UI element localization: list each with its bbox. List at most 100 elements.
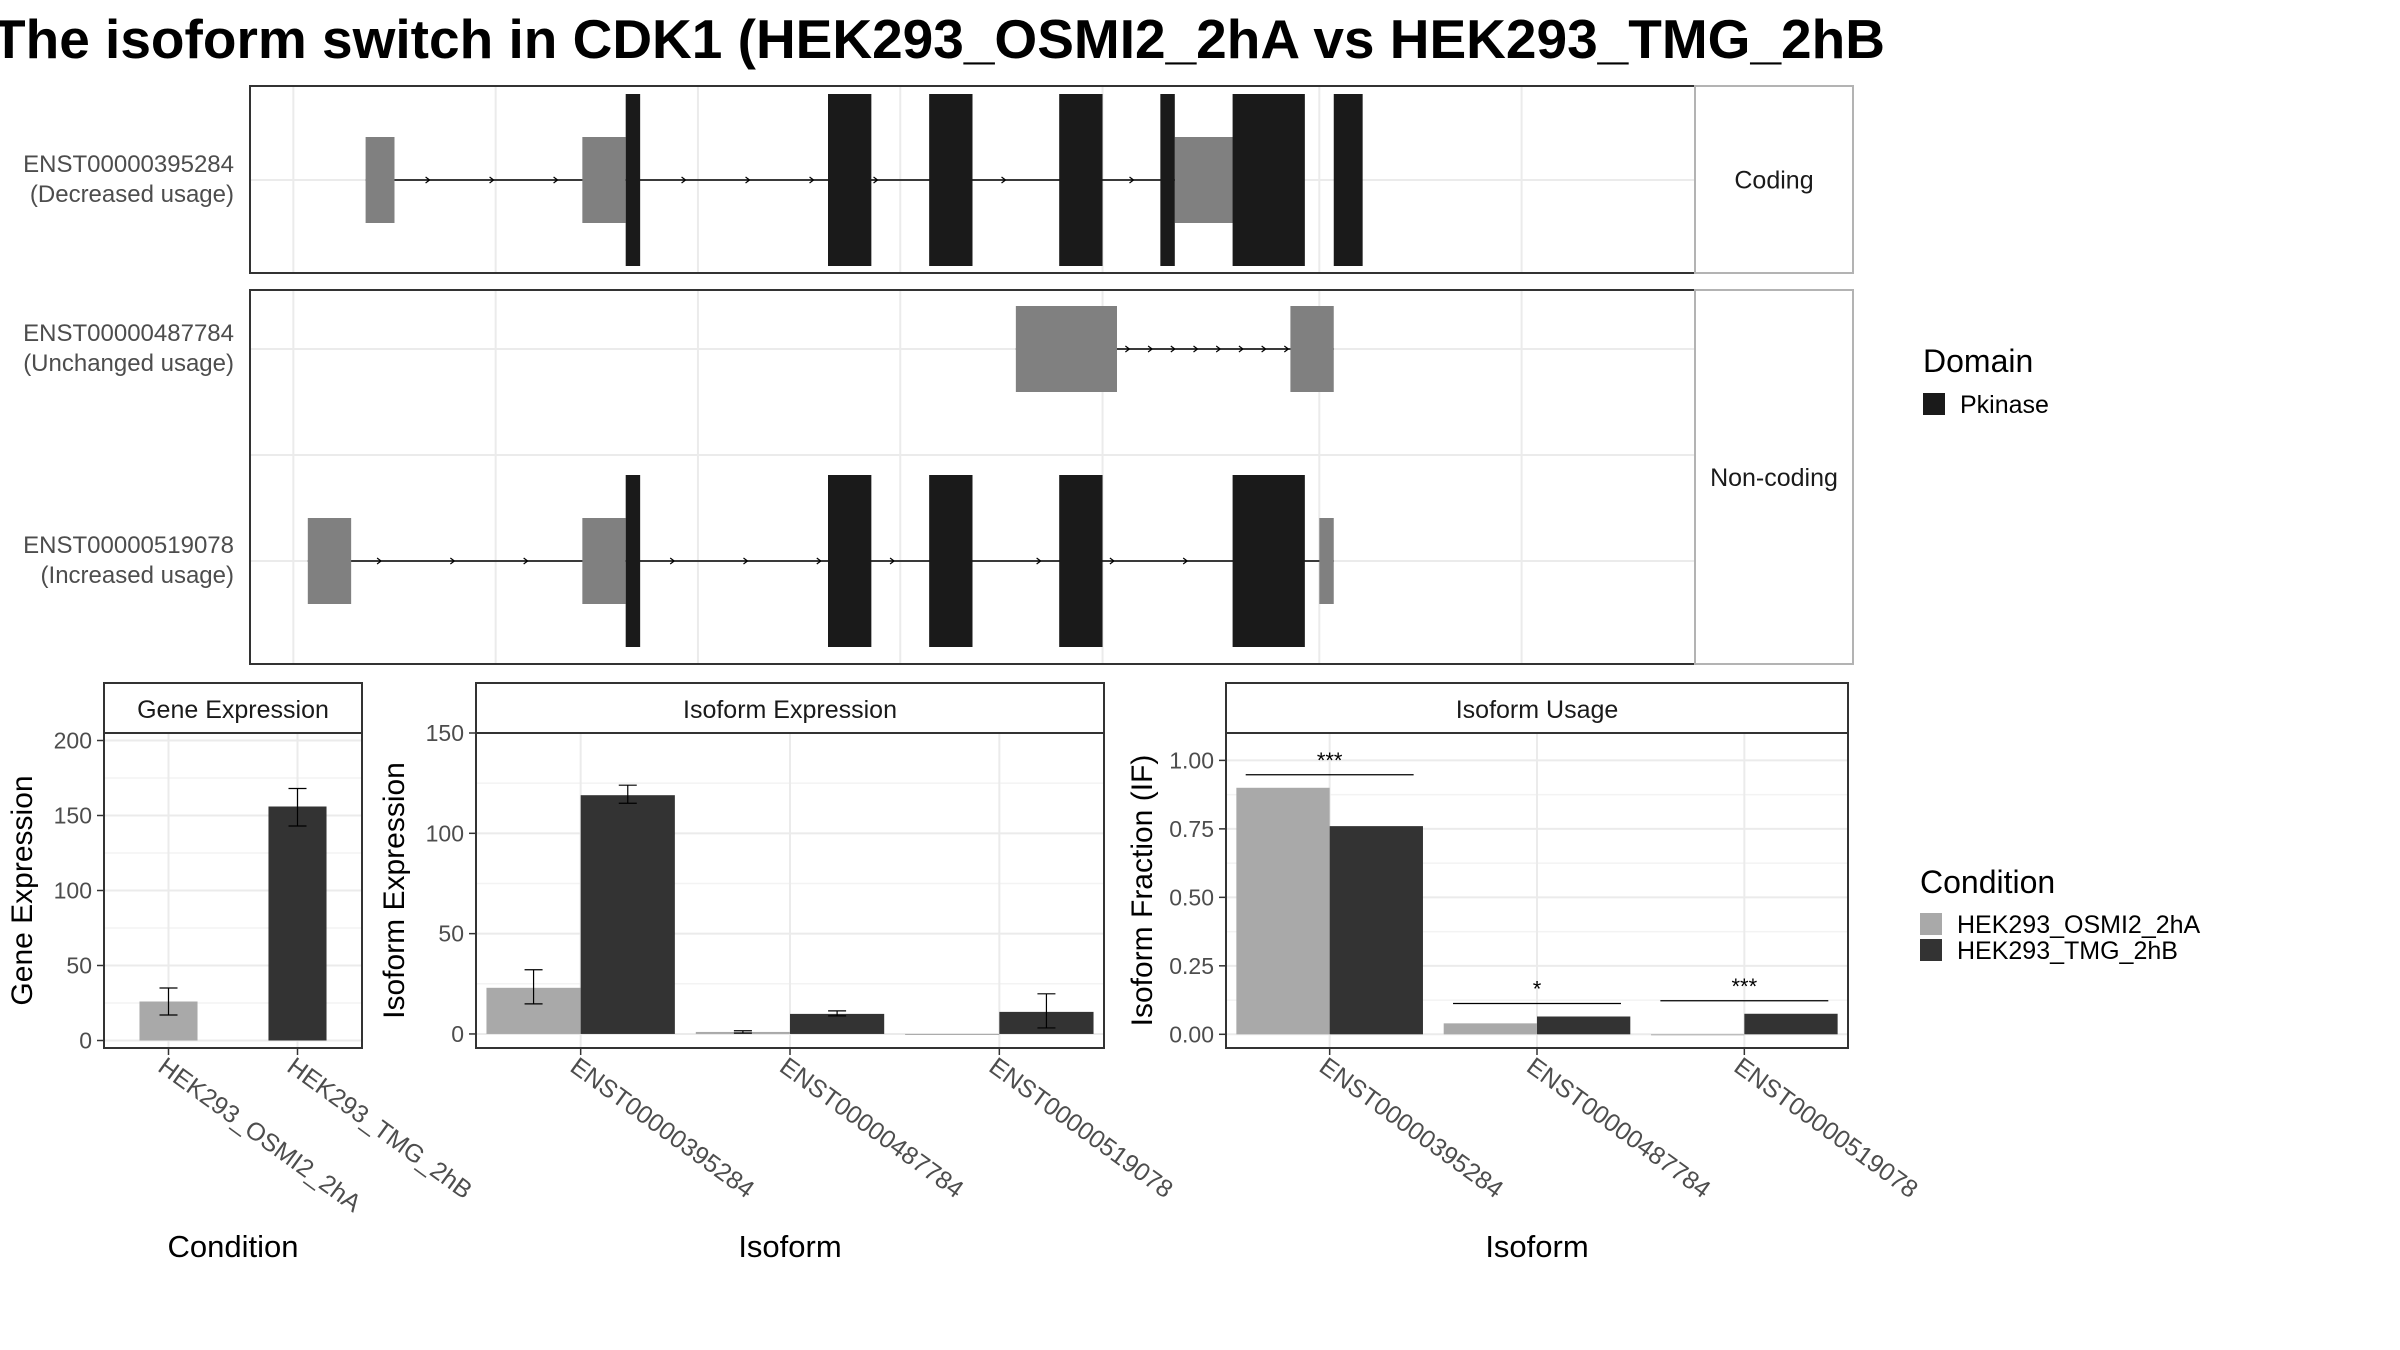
data-bar [790,1013,885,1034]
condition-legend-swatch [1920,939,1942,961]
direction-arrow [489,176,495,184]
y-tick-label: 0.25 [1169,953,1214,979]
domain-legend-swatch [1923,393,1945,415]
data-bar [1236,787,1330,1035]
x-tick-label: HEK293_OSMI2_2hA [153,1052,366,1218]
facet-strip [1694,289,1854,665]
utr-block [1319,518,1334,604]
pkinase-domain-block [625,94,641,266]
bar-panel-1: 050100150200HEK293_OSMI2_2hAHEK293_TMG_2… [6,682,477,1264]
y-tick-label: 0.00 [1169,1021,1214,1047]
utr-block [365,137,395,223]
significance-label: * [1533,977,1542,1002]
direction-arrow [669,557,676,565]
utr-block [1015,306,1117,392]
pkinase-domain-block [828,94,872,266]
y-tick-label: 100 [426,820,464,846]
facet-strip [1225,682,1849,734]
condition-legend-swatch [1920,913,1942,935]
data-bar [905,1033,1000,1035]
y-tick-label: 200 [54,728,92,754]
direction-arrow [1147,345,1154,353]
x-tick-label: ENST00000519078 [984,1052,1178,1204]
data-bar [1443,1023,1537,1035]
direction-arrow [809,176,815,184]
y-tick-label: 0 [451,1021,464,1047]
pkinase-domain-block [1232,94,1305,266]
domain-legend: Domain Pkinase [1923,343,2049,419]
direction-arrow [425,176,431,184]
utr-block [307,518,352,604]
data-bar [268,806,327,1041]
direction-arrow [1283,345,1290,353]
transcript-label: ENST00000395284 [23,151,234,178]
facet-strip-label: Non-coding [1710,464,1838,492]
direction-arrow [1193,345,1199,353]
x-axis-title: Isoform [738,1229,841,1264]
bar-charts: 050100150200HEK293_OSMI2_2hAHEK293_TMG_2… [6,682,1923,1264]
significance-label: *** [1317,748,1343,773]
significance-label: *** [1731,974,1757,999]
y-tick-label: 150 [426,720,464,746]
y-axis-title: Isoform Fraction (IF) [1126,755,1159,1027]
y-tick-label: 150 [54,803,92,829]
x-tick-label: ENST00000519078 [1729,1052,1923,1204]
direction-arrow [1001,176,1007,184]
gene-structure-plot: ENST00000395284 (Decreased usage) Coding EN… [23,85,1854,665]
y-axis-title: Isoform Expression [378,762,411,1019]
direction-arrow [1215,345,1222,353]
y-axis-title: Gene Expression [6,775,39,1005]
x-axis-title: Condition [168,1229,299,1264]
direction-arrow [1129,176,1135,184]
transcript-label: ENST00000487784 [23,320,234,347]
pkinase-domain-block [828,475,872,647]
data-bar [1744,1013,1838,1035]
data-bar [1329,826,1423,1035]
x-axis-title: Isoform [1485,1229,1588,1264]
pkinase-domain-block [929,475,973,647]
y-tick-label: 0.75 [1169,816,1214,842]
direction-arrow [1182,557,1189,565]
pkinase-domain-block [1232,475,1305,647]
direction-arrow [816,557,822,565]
x-tick-label: ENST00000487784 [1521,1052,1715,1204]
facet-strip [1694,85,1854,274]
pkinase-domain-block [1160,94,1175,266]
y-tick-label: 0 [79,1028,92,1054]
transcript-usage-label: (Increased usage) [41,562,234,589]
x-tick-label: ENST00000395284 [1314,1052,1508,1204]
direction-arrow [745,176,751,184]
utr-block [582,518,626,604]
utr-block [1290,306,1334,392]
facet-strip-label: Isoform Usage [1456,696,1619,724]
transcript-usage-label: (Unchanged usage) [23,350,234,377]
direction-arrow [1036,557,1042,565]
direction-arrow [1109,557,1115,565]
direction-arrow [1125,345,1131,353]
facet-strip [103,682,363,734]
y-tick-label: 50 [66,953,92,979]
utr-block [582,137,626,223]
domain-legend-title: Domain [1923,343,2033,379]
direction-arrow [523,557,529,565]
y-tick-label: 100 [54,878,92,904]
direction-arrow [873,176,879,184]
y-tick-label: 1.00 [1169,747,1214,773]
x-tick-label: ENST00000395284 [565,1052,759,1204]
direction-arrow [743,557,749,565]
domain-legend-label: Pkinase [1960,391,2049,419]
condition-legend-label: HEK293_TMG_2hB [1957,937,2178,965]
figure-title: The isoform switch in CDK1 (HEK293_OSMI2… [0,8,1885,70]
pkinase-domain-block [1059,475,1103,647]
pkinase-domain-block [1059,94,1103,266]
direction-arrow [681,176,687,184]
direction-arrow [1261,345,1267,353]
data-bar [1651,1034,1745,1036]
condition-legend-label: HEK293_OSMI2_2hA [1957,911,2201,939]
data-bar [1537,1016,1631,1035]
bar-panel-2: 0 50 100 150 ENST00000395284 ENST00000487784 E… [378,682,1178,1264]
direction-arrow [450,557,456,565]
direction-arrow [376,557,383,565]
